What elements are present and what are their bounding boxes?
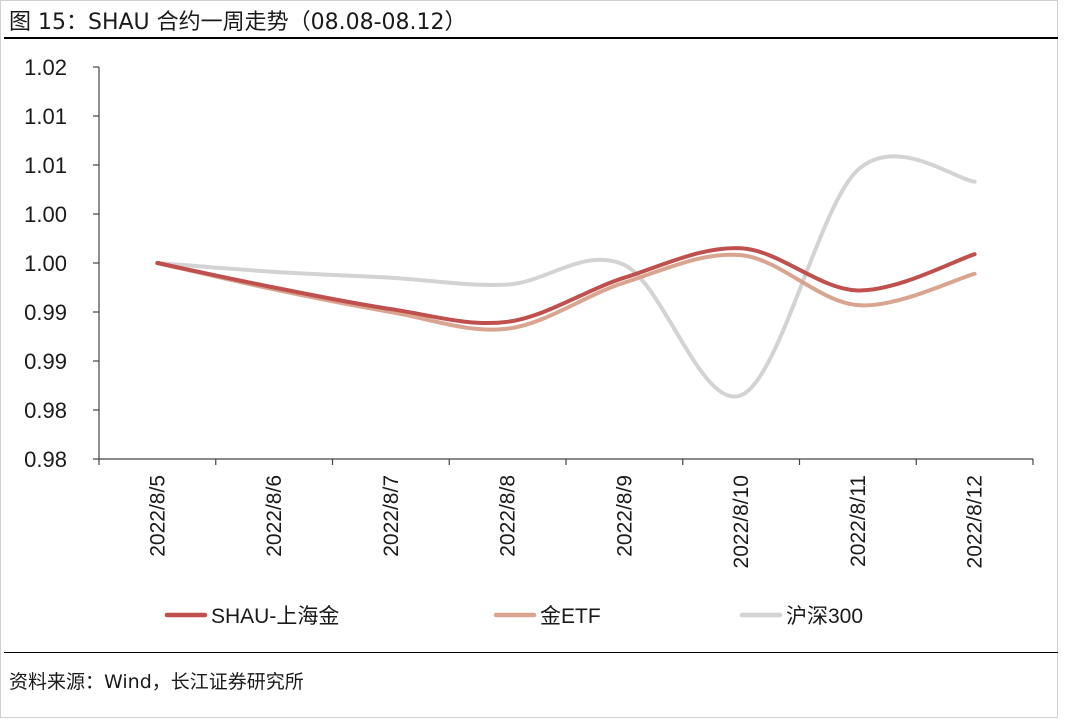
y-tick-label: 1.00 [24,251,67,276]
title-rule [4,37,1058,39]
x-tick-label: 2022/8/7 [380,475,403,557]
y-tick-label: 1.00 [24,202,67,227]
x-tick-label: 2022/8/5 [146,475,169,557]
series-line-3 [155,154,977,399]
series-line-1 [155,246,977,326]
source-note: 资料来源：Wind，长江证券研究所 [9,671,304,693]
series-lines [155,154,977,399]
source-rule [4,652,1058,653]
x-tick-label: 2022/8/10 [730,475,753,568]
y-tick-label: 0.98 [24,447,67,472]
y-tick-label: 0.99 [24,300,67,325]
figure-title: 图 15：SHAU 合约一周走势（08.08-08.12） [9,10,467,35]
x-tick-label: 2022/8/6 [263,475,286,557]
legend: SHAU-上海金 金ETF 沪深300 [164,605,863,628]
y-tick-label: 0.98 [24,398,67,423]
x-tick-label: 2022/8/9 [613,475,636,557]
y-tick-label: 1.02 [24,55,67,80]
legend-label: 金ETF [540,605,601,628]
y-tick-label: 1.01 [24,153,67,178]
x-tick-label: 2022/8/12 [964,475,987,568]
y-tick-label: 0.99 [24,349,67,374]
x-tick-label: 2022/8/8 [497,475,520,557]
y-tick-label: 1.01 [24,104,67,129]
legend-label: SHAU-上海金 [211,605,339,628]
legend-label: 沪深300 [786,605,863,628]
series-line-2 [155,252,977,332]
x-axis: 2022/8/5 2022/8/6 2022/8/7 2022/8/8 2022/8/9… [98,458,1034,568]
y-axis: 0.98 0.98 0.99 0.99 1.00 1.00 1.01 1.01 1.02 [24,55,100,472]
x-tick-label: 2022/8/11 [847,475,870,567]
